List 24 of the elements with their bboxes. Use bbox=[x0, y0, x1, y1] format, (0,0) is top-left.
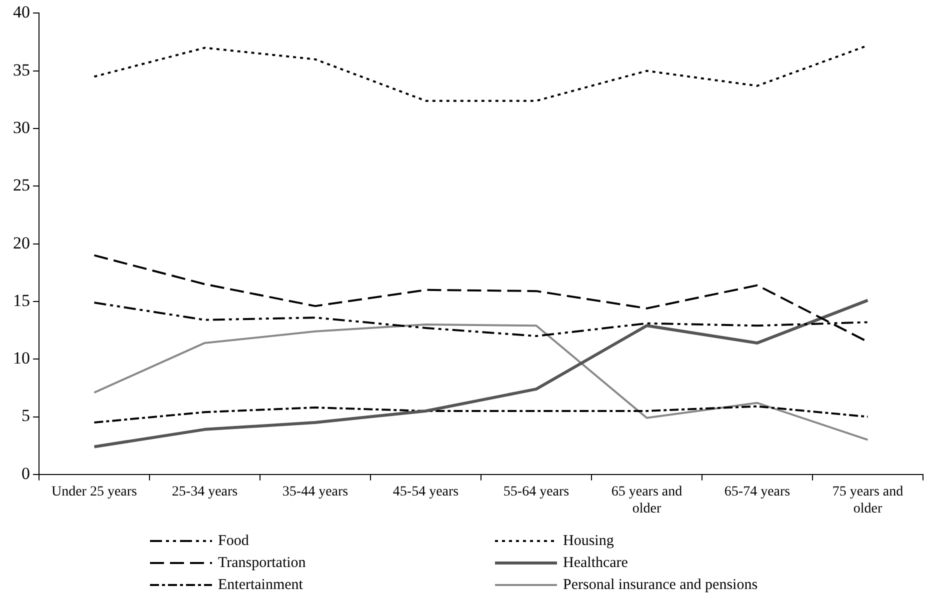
y-tick-label: 20 bbox=[13, 233, 30, 252]
x-tick-label: 55-64 years bbox=[503, 484, 570, 500]
x-tick-label: 65-74 years bbox=[724, 484, 790, 500]
y-tick-label: 30 bbox=[13, 118, 30, 137]
x-tick-label: 45-54 years bbox=[392, 484, 459, 500]
legend-label: Transportation bbox=[218, 554, 306, 572]
legend-label: Personal insurance and pensions bbox=[563, 576, 758, 594]
y-tick-label: 5 bbox=[22, 406, 30, 426]
y-tick-label: 10 bbox=[13, 348, 30, 368]
legend-label: Housing bbox=[563, 532, 614, 550]
line-series bbox=[93, 405, 869, 424]
y-tick-label: 35 bbox=[13, 60, 30, 80]
x-tick-label: Under 25 years bbox=[51, 484, 138, 500]
x-tick-label: 75 years and older bbox=[832, 484, 904, 516]
x-tick-label: 35-44 years bbox=[282, 484, 348, 500]
x-tick-label: 25-34 years bbox=[172, 484, 238, 500]
legend-label: Food bbox=[218, 532, 249, 550]
legend-label: Healthcare bbox=[563, 554, 628, 572]
x-tick-label: 65 years and older bbox=[611, 484, 682, 516]
y-tick-label: 40 bbox=[13, 2, 30, 22]
y-tick-label: 25 bbox=[13, 176, 30, 195]
y-tick-label: 15 bbox=[13, 290, 30, 310]
y-tick-label: 0 bbox=[22, 464, 30, 483]
legend-label: Entertainment bbox=[218, 576, 303, 594]
